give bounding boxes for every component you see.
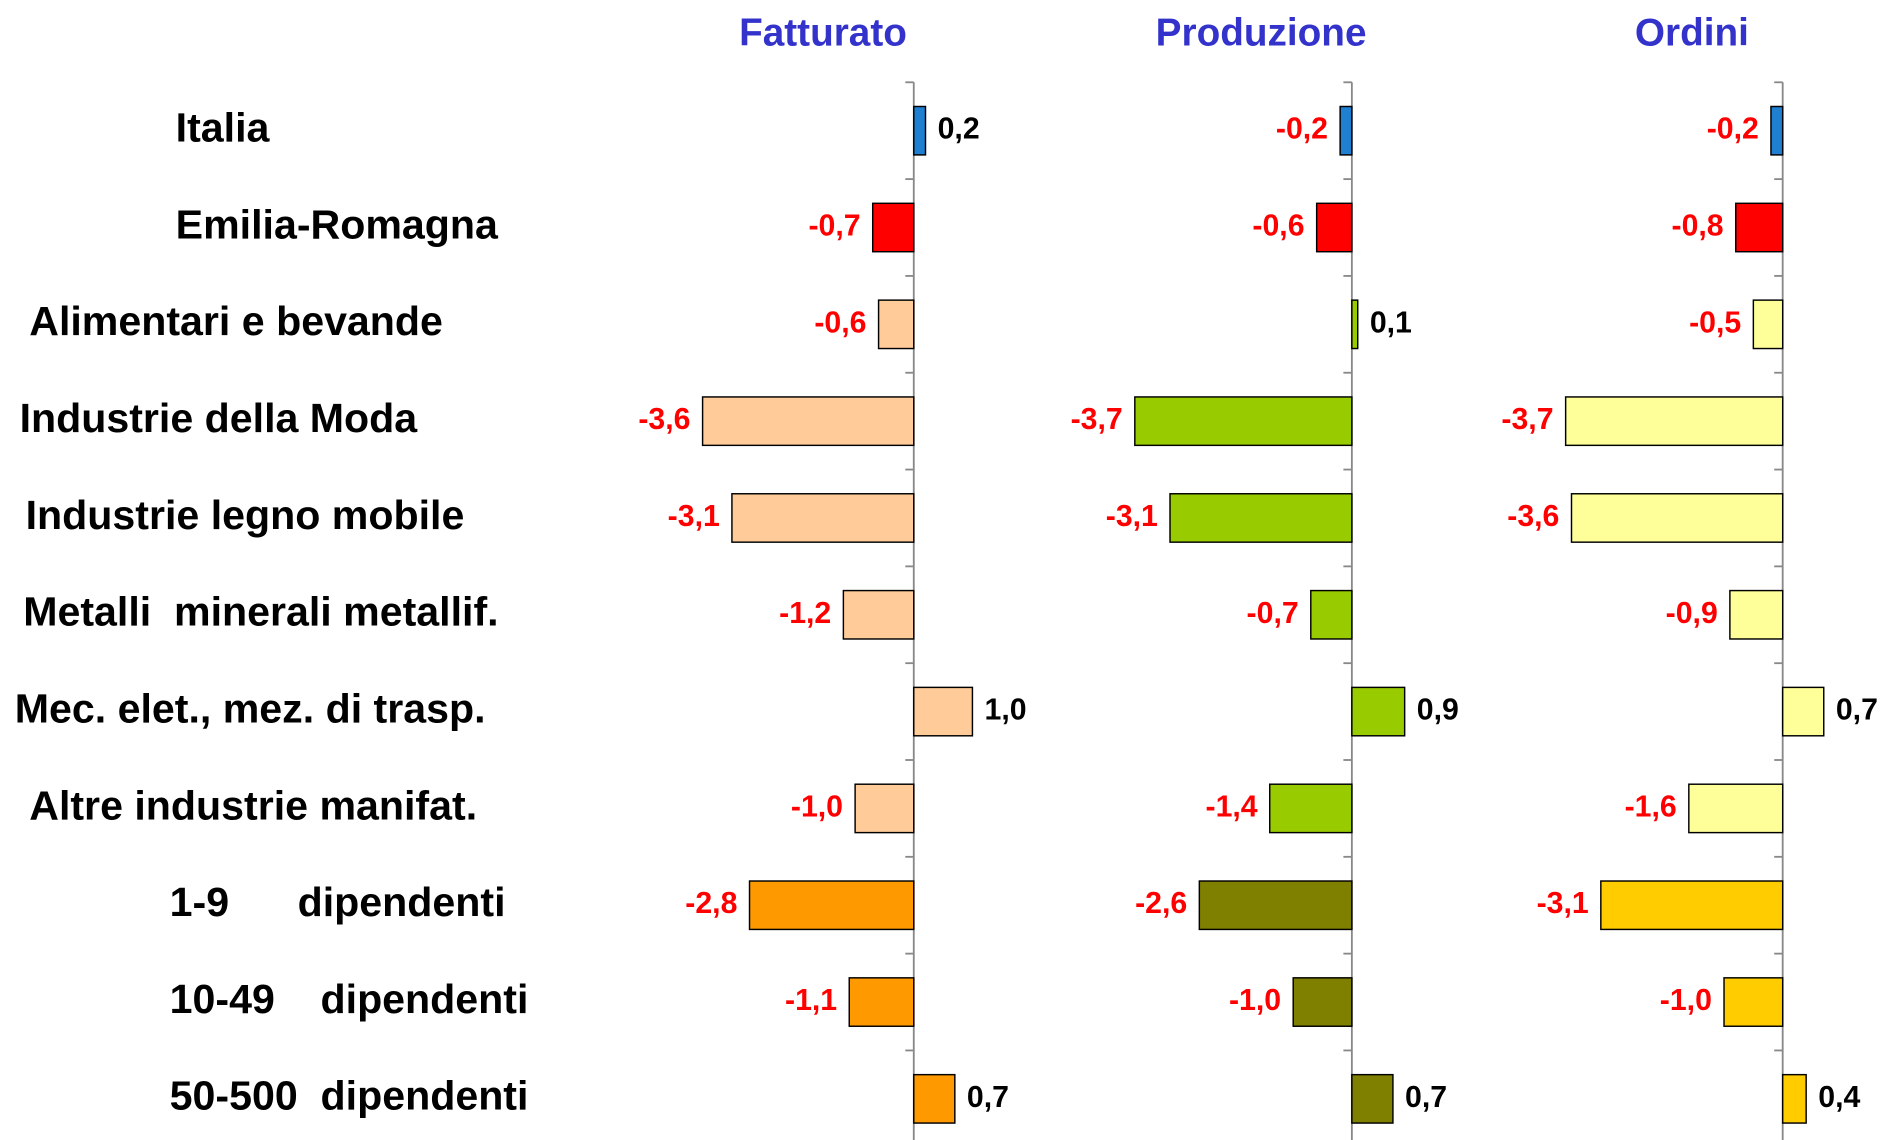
category-label: Italia [176,105,271,151]
bar [1351,299,1359,350]
bar [1735,202,1784,253]
bar [1781,686,1825,737]
value-label: -1,0 [791,790,843,823]
bar [1134,396,1353,447]
category-label: 10-49 dipendenti [170,976,529,1022]
value-label: -3,7 [1501,403,1553,436]
value-label: -3,7 [1071,403,1123,436]
bar [731,493,915,543]
bar [854,783,915,834]
bar [1770,105,1784,156]
bar [1564,396,1784,447]
value-label: -0,5 [1689,306,1741,339]
bar [701,396,915,447]
bar [1781,1073,1807,1124]
value-label: 0,2 [938,113,980,146]
value-label: -1,0 [1229,984,1281,1017]
value-label: 0,7 [1836,694,1878,727]
value-label: -1,6 [1625,790,1677,823]
bar [1269,783,1353,834]
value-label: -3,1 [1537,887,1589,920]
bar [871,202,915,253]
value-label: -1,2 [779,597,831,630]
bar [842,589,915,640]
bar [913,686,974,737]
value-label: 0,4 [1818,1081,1860,1114]
bar [1729,589,1784,640]
bar [1752,299,1784,350]
category-label: Altre industrie manifat. [29,782,477,828]
value-label: 1,0 [985,694,1027,727]
value-label: -3,1 [1106,500,1158,533]
bar [877,299,915,350]
bar [1315,202,1353,253]
category-label: Industrie legno mobile [26,492,465,538]
value-label: -3,6 [1507,500,1559,533]
panel-title: Produzione [1156,11,1367,54]
value-label: -0,6 [814,306,866,339]
bar [1600,880,1784,931]
value-label: 0,7 [967,1081,1009,1114]
bar [1310,589,1353,640]
category-label: Metalli minerali metallif. [23,589,498,635]
value-label: 0,1 [1370,306,1412,339]
value-label: -0,6 [1252,210,1304,243]
category-label: Industrie della Moda [20,395,419,441]
value-label: 0,9 [1417,694,1459,727]
bar [1351,1073,1394,1124]
bar [1169,493,1353,543]
value-label: -2,6 [1135,887,1187,920]
value-label: 0,7 [1405,1081,1447,1114]
bar [1292,977,1353,1027]
panel-title: Ordini [1635,11,1749,54]
value-label: -0,2 [1707,113,1759,146]
value-label: -2,8 [685,887,737,920]
bar [1723,977,1784,1027]
value-label: -0,7 [808,210,860,243]
value-label: -1,1 [785,984,837,1017]
bar [748,880,915,931]
bar [1570,493,1784,543]
category-label: 1-9 dipendenti [170,879,506,925]
value-label: -0,9 [1666,597,1718,630]
category-label: Mec. elet., mez. di trasp. [15,685,486,731]
bar [1688,783,1784,834]
category-label: Alimentari e bevande [29,298,443,344]
bar [1198,880,1353,931]
value-label: -0,8 [1672,210,1724,243]
value-label: -1,0 [1660,984,1712,1017]
bar [1351,686,1406,737]
value-label: -1,4 [1205,790,1257,823]
bar [913,105,927,156]
bar [913,1073,956,1124]
category-label: 50-500 dipendenti [170,1073,529,1119]
value-label: -3,1 [668,500,720,533]
value-label: -0,2 [1276,113,1328,146]
value-label: -3,6 [638,403,690,436]
bar [1339,105,1353,156]
panel-title: Fatturato [739,11,907,54]
value-label: -0,7 [1247,597,1299,630]
category-label: Emilia-Romagna [176,201,499,247]
bar [848,977,915,1027]
